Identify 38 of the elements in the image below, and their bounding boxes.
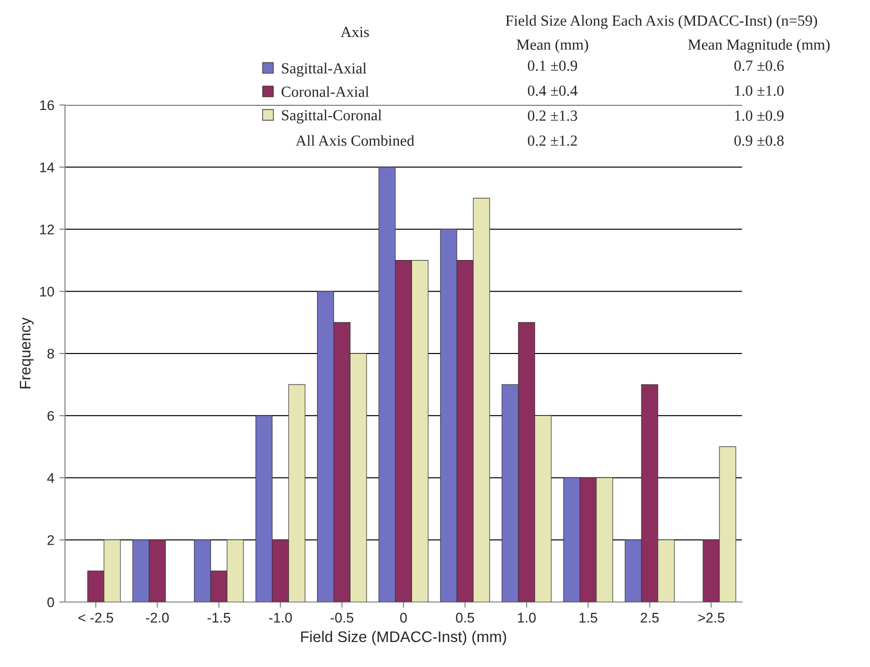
x-tick-label: < -2.5 [78,612,114,623]
text: 0.7 ±0.6 [734,60,784,71]
annotation: 1.0 ±0.9 [735,110,784,121]
annotation: 0.2 ±1.3 [528,110,578,121]
annotation: 0.2 ±1.2 [528,136,577,146]
x-tick-label: 2.5 [640,612,659,623]
x-tick-label: -2.0 [146,612,169,623]
y-tick-label: 2 [48,535,54,545]
y-tick-label: 4 [47,473,54,483]
text: 1.0 ±1.0 [735,86,784,96]
y-tick-label: 8 [47,348,54,359]
text: 0.1 ±0.9 [528,60,578,71]
y-tick-label: 12 [40,224,54,234]
x-tick-label: 1.0 [518,612,536,623]
text: Axis [340,26,369,38]
legend-label: Coronal-Axial [282,86,369,97]
text: Mean Magnitude (mm) [688,39,830,53]
y-tick-label: 6 [48,410,54,421]
text: Mean (mm) [516,39,588,53]
x-tick-label: 0.5 [456,612,474,623]
x-tick-label: 1.5 [580,612,598,623]
x-tick-label: -1.0 [269,612,292,623]
text: 0.4 ±0.4 [528,86,578,96]
y-tick-label: 10 [40,286,54,297]
annotation: All Axis Combined [296,135,414,146]
y-tick-label: 16 [40,100,54,110]
text: Field Size Along Each Axis (MDACC-Inst) (n=59) [506,15,818,29]
legend-label: Sagittal-Coronal [282,110,382,124]
y-tick-label: 14 [40,162,54,172]
x-tick-label: -0.5 [330,612,354,623]
y-tick-label: 0 [47,597,54,608]
legend-label: Sagittal-Axial [282,62,366,77]
x-tick-label: >2.5 [698,612,724,623]
x-axis-title: Field Size (MDACC-Inst) (mm) [301,630,506,646]
annotation: 0.9 ±0.8 [734,136,784,146]
y-axis-title: Frequency [20,317,34,388]
x-tick-label: -1.5 [208,612,230,623]
x-tick-label: 0 [400,612,407,623]
